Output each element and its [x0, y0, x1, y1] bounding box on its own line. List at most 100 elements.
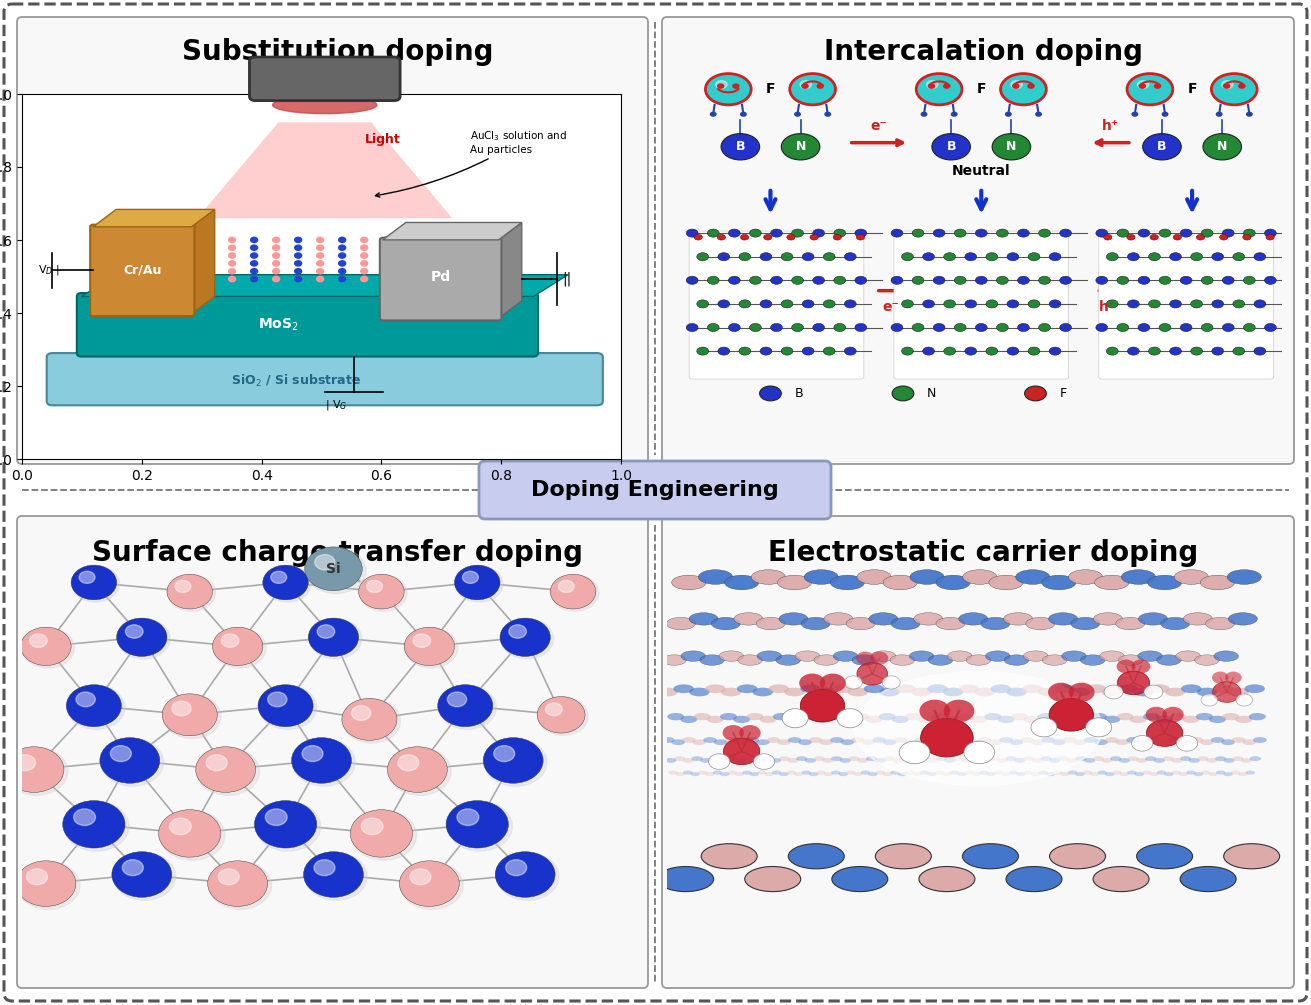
- Circle shape: [14, 755, 35, 771]
- Ellipse shape: [661, 737, 675, 743]
- Circle shape: [709, 754, 730, 770]
- Circle shape: [1201, 276, 1213, 284]
- Circle shape: [447, 692, 467, 707]
- Circle shape: [317, 260, 324, 266]
- Ellipse shape: [1130, 716, 1147, 723]
- Circle shape: [4, 747, 64, 792]
- Circle shape: [1148, 252, 1160, 260]
- Ellipse shape: [891, 716, 909, 723]
- Circle shape: [448, 253, 456, 258]
- Circle shape: [118, 253, 126, 258]
- Ellipse shape: [671, 575, 705, 590]
- Circle shape: [923, 252, 935, 260]
- Ellipse shape: [819, 740, 832, 745]
- Ellipse shape: [1235, 716, 1252, 723]
- Text: Neutral: Neutral: [952, 165, 1011, 179]
- Circle shape: [912, 276, 924, 284]
- Circle shape: [975, 229, 987, 237]
- Ellipse shape: [1206, 617, 1235, 630]
- Circle shape: [1017, 276, 1029, 284]
- Ellipse shape: [1160, 617, 1189, 630]
- Circle shape: [110, 746, 131, 762]
- Circle shape: [954, 229, 966, 237]
- Circle shape: [228, 268, 236, 273]
- Circle shape: [405, 276, 412, 281]
- Ellipse shape: [1121, 570, 1155, 584]
- Circle shape: [718, 252, 730, 260]
- Circle shape: [802, 299, 814, 308]
- Ellipse shape: [1058, 756, 1068, 761]
- Circle shape: [439, 685, 497, 730]
- Circle shape: [823, 347, 835, 355]
- Ellipse shape: [703, 737, 717, 743]
- Circle shape: [163, 245, 169, 250]
- Circle shape: [317, 253, 324, 258]
- Text: N: N: [1007, 141, 1016, 154]
- Ellipse shape: [779, 772, 789, 776]
- Circle shape: [117, 618, 166, 656]
- Circle shape: [267, 692, 287, 707]
- Circle shape: [923, 299, 935, 308]
- Ellipse shape: [773, 713, 791, 721]
- Ellipse shape: [1020, 737, 1034, 743]
- Ellipse shape: [861, 740, 876, 745]
- Text: ||: ||: [562, 271, 572, 286]
- Circle shape: [484, 739, 547, 786]
- Circle shape: [273, 260, 279, 266]
- Ellipse shape: [764, 772, 773, 776]
- Circle shape: [834, 234, 842, 240]
- Ellipse shape: [787, 716, 804, 723]
- Ellipse shape: [665, 758, 676, 763]
- Ellipse shape: [1004, 613, 1033, 625]
- Ellipse shape: [848, 687, 868, 696]
- Ellipse shape: [683, 758, 694, 763]
- Circle shape: [891, 386, 914, 401]
- Ellipse shape: [936, 617, 965, 630]
- Circle shape: [944, 252, 956, 260]
- Ellipse shape: [657, 687, 678, 696]
- Circle shape: [64, 801, 128, 851]
- Circle shape: [1117, 671, 1150, 694]
- Ellipse shape: [1245, 771, 1255, 775]
- Circle shape: [206, 755, 227, 771]
- Ellipse shape: [872, 651, 895, 661]
- Circle shape: [1117, 276, 1129, 284]
- Ellipse shape: [962, 844, 1019, 868]
- Circle shape: [1222, 276, 1234, 284]
- Circle shape: [163, 237, 169, 242]
- Circle shape: [169, 818, 191, 834]
- Ellipse shape: [817, 771, 826, 775]
- Circle shape: [21, 628, 75, 668]
- Text: Surface charge transfer doping: Surface charge transfer doping: [93, 539, 583, 567]
- Circle shape: [721, 134, 759, 160]
- Circle shape: [113, 852, 176, 900]
- Circle shape: [792, 276, 804, 284]
- Circle shape: [739, 725, 760, 741]
- Ellipse shape: [1071, 617, 1100, 630]
- Ellipse shape: [1169, 713, 1186, 721]
- Ellipse shape: [1147, 575, 1181, 590]
- Circle shape: [825, 113, 830, 117]
- Circle shape: [1133, 113, 1138, 117]
- Circle shape: [185, 245, 191, 250]
- Circle shape: [404, 627, 455, 665]
- Circle shape: [1243, 234, 1251, 240]
- Circle shape: [256, 801, 321, 851]
- Ellipse shape: [1016, 570, 1050, 584]
- Circle shape: [250, 260, 257, 266]
- Circle shape: [1213, 681, 1242, 702]
- Circle shape: [427, 276, 434, 281]
- Ellipse shape: [1127, 771, 1137, 775]
- Circle shape: [410, 868, 431, 884]
- Circle shape: [471, 268, 477, 273]
- Ellipse shape: [1118, 758, 1130, 763]
- Circle shape: [855, 324, 867, 332]
- Circle shape: [172, 701, 191, 716]
- Ellipse shape: [809, 772, 818, 776]
- Ellipse shape: [853, 772, 863, 776]
- Circle shape: [1265, 276, 1277, 284]
- FancyBboxPatch shape: [17, 516, 648, 988]
- Ellipse shape: [667, 713, 684, 721]
- Text: B: B: [735, 141, 745, 154]
- Circle shape: [67, 684, 122, 727]
